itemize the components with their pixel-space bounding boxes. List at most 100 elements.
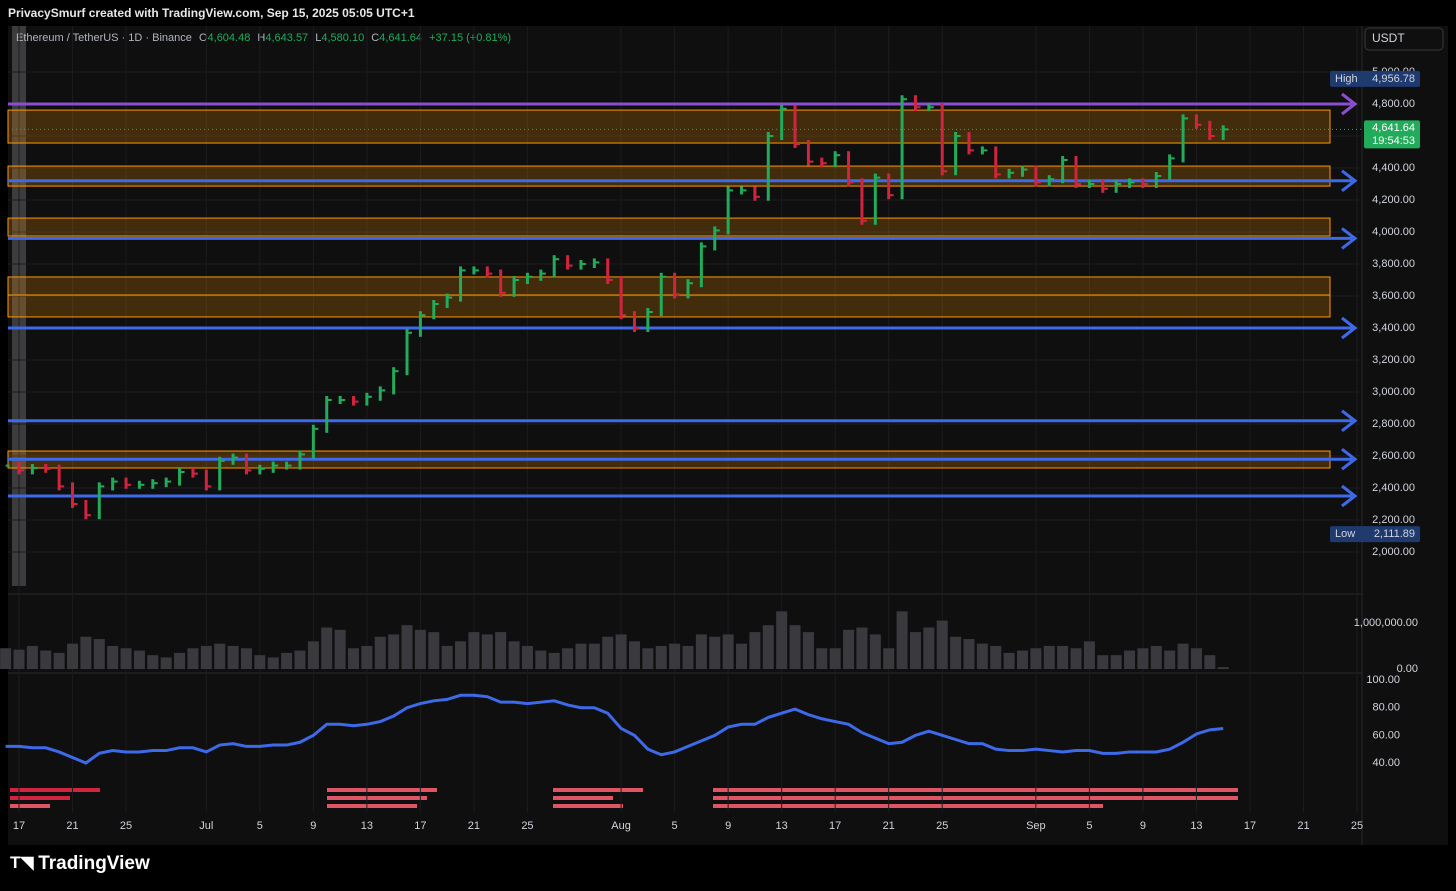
- volume-bar: [642, 648, 654, 669]
- volume-bar: [1137, 648, 1149, 669]
- volume-bar: [1217, 667, 1229, 669]
- zone: [7, 276, 1331, 296]
- volume-bar: [401, 625, 413, 669]
- volume-bar: [521, 645, 533, 669]
- level-arrow: [1341, 227, 1358, 250]
- y-tick-label: 2,400.00: [1372, 482, 1415, 494]
- strip: [553, 804, 623, 808]
- volume-bar: [13, 649, 25, 669]
- y-tick-label: 2,000.00: [1372, 546, 1415, 558]
- volume-bar: [1057, 645, 1069, 669]
- volume-bar: [147, 655, 159, 669]
- legend-value: 4,580.10: [321, 32, 364, 44]
- volume-bar: [53, 652, 65, 669]
- volume-bar: [294, 650, 306, 669]
- y-tick-label: 4,000.00: [1372, 226, 1415, 238]
- volume-bar: [762, 625, 774, 669]
- volume-bar: [321, 627, 333, 669]
- strip: [327, 804, 417, 808]
- volume-bar: [481, 634, 493, 669]
- legend: Ethereum / TetherUS · 1D · Binance O4,60…: [16, 32, 511, 44]
- legend-label: C: [371, 32, 379, 44]
- volume-bar: [856, 627, 868, 669]
- volume-bar: [174, 652, 186, 669]
- level-arrow: [1341, 169, 1358, 192]
- symbol-title: Ethereum / TetherUS · 1D · Binance: [16, 32, 192, 44]
- marker-label: Low: [1335, 528, 1355, 540]
- y-tick-label: 4,200.00: [1372, 194, 1415, 206]
- volume-bar: [1110, 655, 1122, 669]
- volume-bar: [240, 648, 252, 669]
- y-tick-label: 3,200.00: [1372, 354, 1415, 366]
- x-tick-label: Aug: [611, 820, 631, 832]
- volume-bar: [495, 632, 507, 669]
- volume-bar: [455, 641, 467, 669]
- currency-button[interactable]: [1364, 27, 1444, 51]
- volume-bar: [923, 627, 935, 669]
- volume-bar: [67, 643, 79, 669]
- volume-bar: [588, 643, 600, 669]
- marker-value: 4,956.78: [1372, 73, 1415, 85]
- marker-tag: [1330, 70, 1420, 87]
- x-tick-label: 21: [883, 820, 895, 832]
- volume-bar: [200, 645, 212, 669]
- volume-bar: [1177, 643, 1189, 669]
- volume-bar: [1070, 648, 1082, 669]
- volume-bar: [1150, 645, 1162, 669]
- legend-value: 4,643.57: [265, 32, 308, 44]
- legend-value: 4,641.64: [379, 32, 422, 44]
- y-tick-label: 2,600.00: [1372, 450, 1415, 462]
- x-tick-label: Sep: [1026, 820, 1046, 832]
- attribution: PrivacySmurf created with TradingView.co…: [8, 6, 415, 20]
- volume-bar: [602, 636, 614, 669]
- volume-bar: [789, 625, 801, 669]
- countdown: 19:54:53: [1372, 135, 1415, 147]
- level-arrow: [1341, 448, 1358, 471]
- volume-bar: [227, 645, 239, 669]
- legend-value: 4,604.48: [208, 32, 251, 44]
- last-price: 4,641.64: [1372, 122, 1415, 134]
- strip: [713, 804, 1103, 808]
- volume-bar: [214, 643, 226, 669]
- volume-bar: [655, 645, 667, 669]
- currency[interactable]: USDT: [1372, 31, 1405, 45]
- y-tick-label: 2,200.00: [1372, 514, 1415, 526]
- volume-bar: [414, 629, 426, 669]
- volume-bar: [120, 648, 132, 669]
- rsi-line: [5, 693, 1224, 765]
- volume-bar: [1017, 650, 1028, 669]
- level-arrow: [1341, 484, 1358, 508]
- volume-bar: [722, 634, 734, 669]
- strip: [10, 796, 70, 800]
- volume-bar: [976, 643, 988, 669]
- x-tick-label: 5: [1086, 820, 1092, 832]
- x-tick-label: 9: [1140, 820, 1146, 832]
- legend-label: L: [315, 32, 321, 44]
- legend-change: +37.15 (+0.81%): [429, 32, 511, 44]
- volume-bar: [829, 648, 841, 669]
- volume-bar: [615, 634, 627, 669]
- rsi-tick-label: 60.00: [1372, 729, 1400, 741]
- volume-bar: [562, 648, 574, 669]
- volume-bar: [843, 629, 855, 669]
- volume-bar: [1030, 648, 1042, 669]
- strip: [713, 788, 1238, 792]
- volume-bar: [388, 634, 400, 669]
- volume-bar: [1190, 648, 1202, 669]
- volume-bar: [428, 632, 440, 669]
- x-tick-label: 25: [1351, 820, 1363, 832]
- x-tick-label: 13: [776, 820, 788, 832]
- strip: [10, 804, 50, 808]
- x-tick-label: 21: [1297, 820, 1309, 832]
- volume-tick-label: 1,000,000.00: [1354, 617, 1418, 629]
- y-tick-label: 3,000.00: [1372, 386, 1415, 398]
- volume-bar: [709, 636, 721, 669]
- rsi-tick-label: 100.00: [1366, 674, 1400, 686]
- x-tick-label: 13: [1190, 820, 1202, 832]
- volume-bar: [93, 639, 105, 669]
- y-tick-label: 3,800.00: [1372, 258, 1415, 270]
- volume-bar: [374, 636, 386, 669]
- strip: [327, 788, 437, 792]
